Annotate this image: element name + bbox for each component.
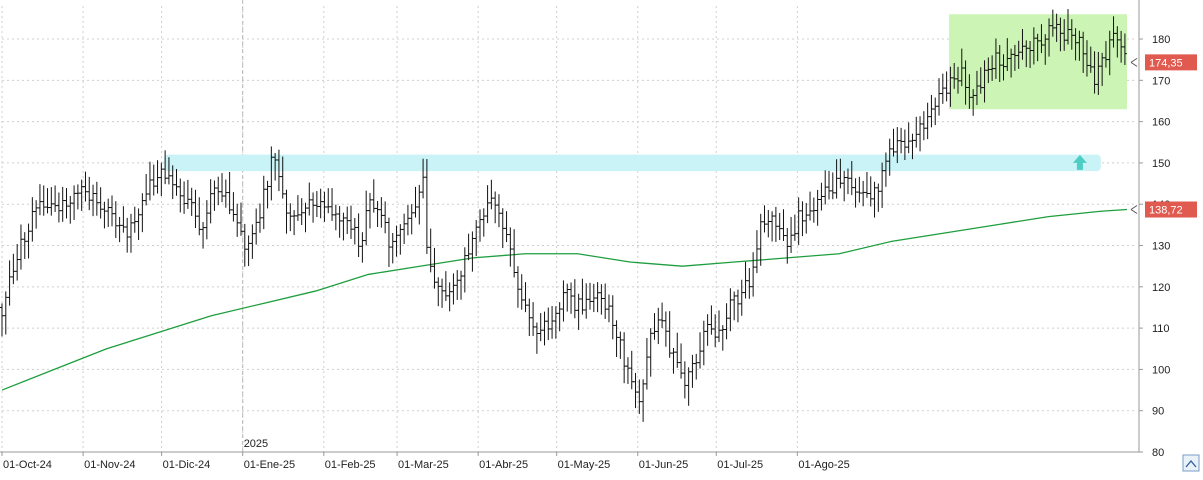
x-tick-label: 01-Ago-25 — [798, 459, 849, 471]
moving-average-tag-box — [1145, 201, 1197, 218]
x-tick-label: 01-Abr-25 — [479, 459, 528, 471]
last-price-tag-pointer — [1130, 57, 1138, 67]
x-tick-label: 01-Jun-25 — [639, 459, 689, 471]
scroll-corner-button — [1182, 454, 1200, 472]
moving-average-series — [1, 208, 1128, 391]
moving-average-tag-label: 138,72 — [1149, 205, 1183, 217]
up-arrow-icon — [1072, 154, 1087, 170]
x-tick-label: 01-May-25 — [558, 459, 611, 471]
y-tick-label: 90 — [1152, 406, 1164, 418]
y-tick-label: 130 — [1152, 241, 1170, 253]
y-tick-label: 180 — [1152, 34, 1170, 46]
y-tick-label: 150 — [1152, 158, 1170, 170]
last-price-tag-box — [1145, 54, 1197, 71]
x-tick-label: 01-Nov-24 — [84, 459, 135, 471]
x-tick-label: 01-Feb-25 — [325, 459, 376, 471]
y-tick-label: 120 — [1152, 282, 1170, 294]
moving-average-line — [1, 208, 1128, 391]
y-tick-label: 160 — [1152, 117, 1170, 129]
price-tags: 174,35 138,72 — [1130, 54, 1197, 218]
x-tick-label: 01-Dic-24 — [163, 459, 211, 471]
y-tick-label: 100 — [1152, 364, 1170, 376]
y-tick-label: 80 — [1152, 447, 1164, 459]
y-tick-label: 110 — [1152, 323, 1170, 335]
annotations — [164, 14, 1127, 172]
resistance-band — [164, 154, 1101, 172]
moving-average-tag-pointer — [1130, 205, 1138, 214]
breakout-box — [949, 14, 1127, 110]
price-bars-series — [0, 9, 1127, 422]
year-label: 2025 — [244, 438, 268, 450]
x-tick-label: 01-Jul-25 — [717, 459, 763, 471]
chevron-up-icon — [1185, 459, 1197, 468]
last-price-tag-label: 174,35 — [1149, 57, 1183, 69]
y-tick-label: 170 — [1152, 75, 1170, 87]
x-tick-label: 01-Ene-25 — [244, 459, 295, 471]
x-tick-label: 01-Oct-24 — [3, 459, 52, 471]
x-tick-label: 01-Mar-25 — [398, 459, 449, 471]
